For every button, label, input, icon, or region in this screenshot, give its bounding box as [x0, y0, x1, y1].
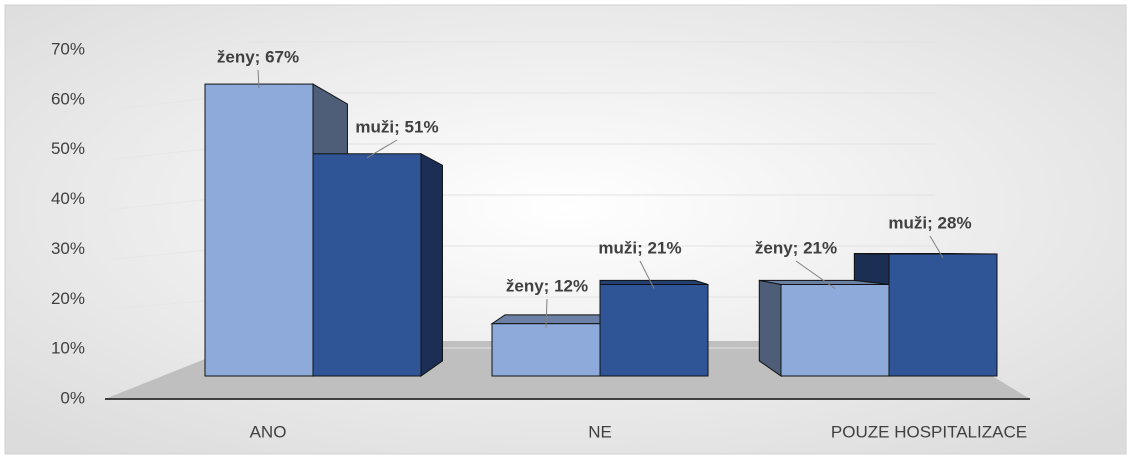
leader-line	[366, 139, 398, 159]
x-tick-label: POUZE HOSPITALIZACE	[831, 422, 1027, 441]
data-label: muži; 51%	[355, 117, 438, 136]
bar-top	[599, 279, 709, 285]
bar-side	[758, 279, 782, 377]
bar	[204, 83, 314, 377]
x-tick-label: NE	[588, 422, 612, 441]
y-tick-label: 10%	[51, 339, 85, 358]
leader-line	[545, 298, 548, 328]
leader-line	[929, 235, 944, 259]
bar	[312, 153, 422, 377]
bar	[780, 284, 890, 377]
leader-line	[639, 260, 655, 289]
y-tick-label: 70%	[51, 39, 85, 58]
bar	[888, 253, 998, 377]
grid-line	[109, 41, 251, 61]
x-tick-label: ANO	[250, 422, 287, 441]
y-tick-label: 50%	[51, 139, 85, 158]
data-label: ženy; 12%	[506, 276, 588, 295]
data-label: muži; 28%	[888, 213, 971, 232]
data-label: muži; 21%	[598, 238, 681, 257]
y-tick-label: 60%	[51, 89, 85, 108]
data-label: ženy; 67%	[217, 47, 299, 66]
y-tick-label: 40%	[51, 189, 85, 208]
bar	[599, 284, 709, 377]
y-tick-label: 20%	[51, 289, 85, 308]
bar-side	[420, 152, 443, 377]
y-tick-label: 0%	[60, 388, 85, 407]
bar	[491, 323, 601, 377]
leader-line	[795, 260, 836, 289]
y-tick-label: 30%	[51, 239, 85, 258]
leader-line	[257, 69, 260, 89]
data-label: ženy; 21%	[755, 238, 837, 257]
